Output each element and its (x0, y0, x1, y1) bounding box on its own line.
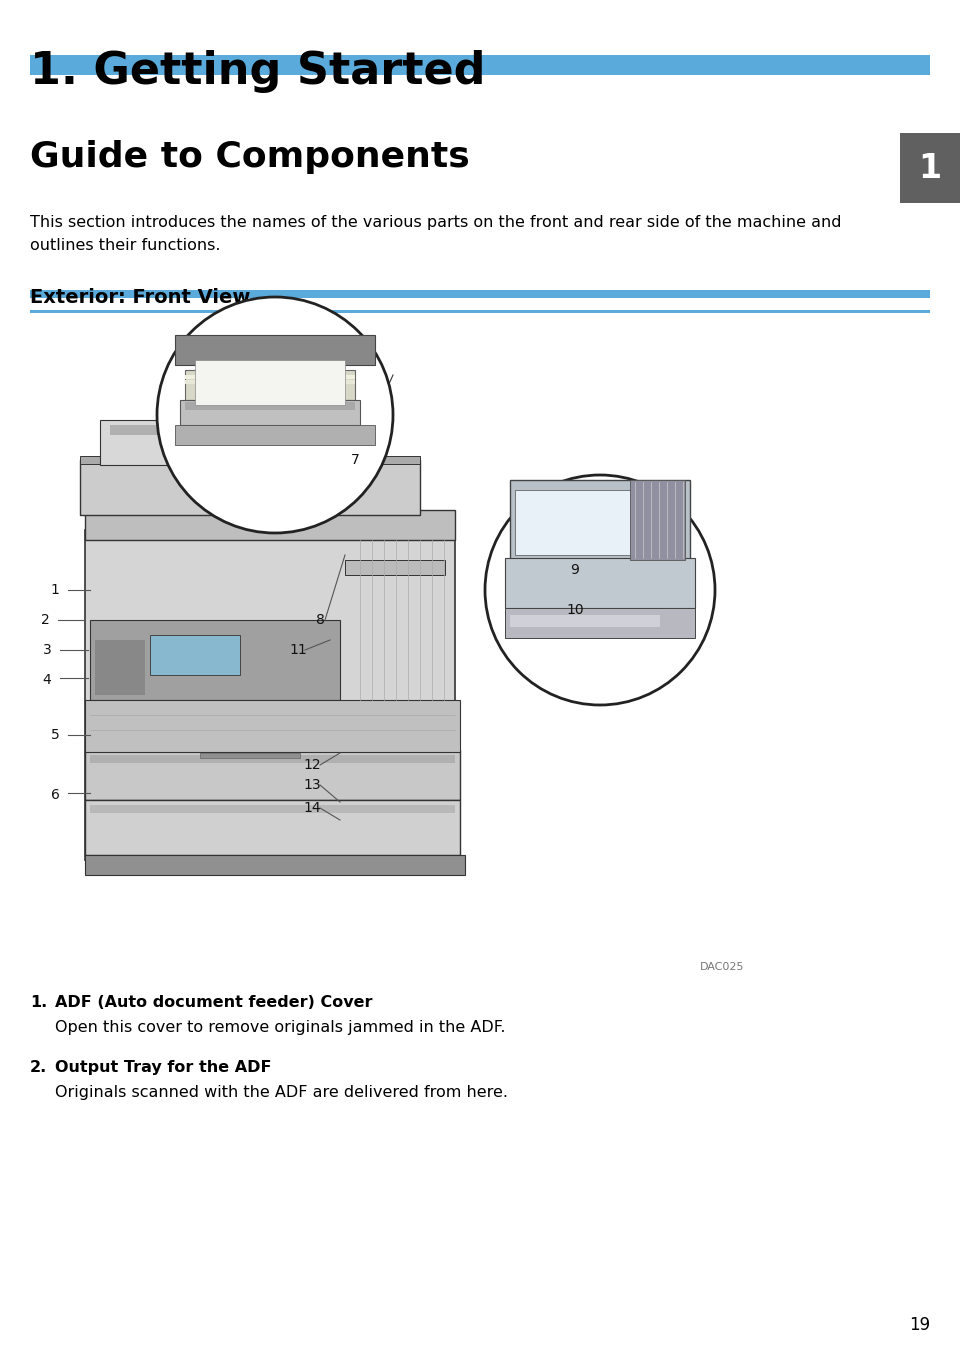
Bar (30, 310, 930, 313)
Text: 13: 13 (303, 777, 321, 792)
Text: Output Tray for the ADF: Output Tray for the ADF (55, 1060, 272, 1075)
Bar (110, 425, 290, 435)
Bar (200, 753, 300, 758)
Text: 4: 4 (42, 673, 52, 688)
Bar (80, 459, 420, 515)
Text: 5: 5 (51, 728, 60, 742)
Text: 1.: 1. (30, 995, 47, 1010)
Text: 14: 14 (303, 800, 321, 815)
Bar (175, 425, 375, 444)
Text: 12: 12 (303, 758, 321, 772)
Bar (85, 800, 460, 855)
Bar (85, 510, 455, 540)
Text: This section introduces the names of the various parts on the front and rear sid: This section introduces the names of the… (30, 215, 842, 230)
Text: 3: 3 (42, 643, 52, 656)
Circle shape (485, 476, 715, 705)
Bar (515, 491, 635, 554)
Bar (185, 370, 355, 400)
Text: 10: 10 (566, 603, 584, 617)
Text: 6: 6 (51, 788, 60, 802)
Text: 9: 9 (570, 563, 580, 578)
Bar (505, 607, 695, 637)
Text: outlines their functions.: outlines their functions. (30, 238, 221, 253)
Bar (85, 855, 465, 875)
Text: 2.: 2. (30, 1060, 47, 1075)
Bar (30, 54, 930, 75)
Bar (630, 480, 685, 560)
Text: 1. Getting Started: 1. Getting Started (30, 50, 486, 92)
Bar (185, 402, 355, 410)
Bar (90, 756, 455, 762)
Bar (90, 620, 340, 700)
Text: 8: 8 (316, 613, 324, 626)
Bar (195, 360, 345, 405)
Bar (505, 559, 695, 607)
Bar (900, 133, 960, 202)
Text: Guide to Components: Guide to Components (30, 140, 469, 174)
Bar (30, 289, 930, 298)
Text: DAC025: DAC025 (700, 962, 745, 972)
Text: ADF (Auto document feeder) Cover: ADF (Auto document feeder) Cover (55, 995, 372, 1010)
Text: 11: 11 (289, 643, 307, 656)
Text: 1: 1 (51, 583, 60, 597)
Bar (100, 420, 300, 465)
Bar (185, 375, 355, 379)
Text: 1: 1 (919, 151, 942, 185)
Bar (185, 381, 355, 385)
Bar (345, 560, 445, 575)
Bar (150, 635, 240, 675)
Bar (95, 640, 145, 694)
Bar (180, 400, 360, 425)
Bar (90, 805, 455, 813)
Bar (175, 336, 375, 366)
Bar (85, 530, 455, 860)
Text: 19: 19 (909, 1316, 930, 1335)
Bar (510, 616, 660, 626)
Text: 2: 2 (40, 613, 49, 626)
Bar (85, 750, 460, 800)
Text: 7: 7 (350, 453, 359, 467)
Bar (85, 700, 460, 752)
Text: Open this cover to remove originals jammed in the ADF.: Open this cover to remove originals jamm… (55, 1021, 506, 1036)
Bar (510, 480, 690, 560)
Circle shape (157, 298, 393, 533)
Text: Originals scanned with the ADF are delivered from here.: Originals scanned with the ADF are deliv… (55, 1084, 508, 1099)
Text: Exterior: Front View: Exterior: Front View (30, 288, 251, 307)
Bar (80, 457, 420, 463)
